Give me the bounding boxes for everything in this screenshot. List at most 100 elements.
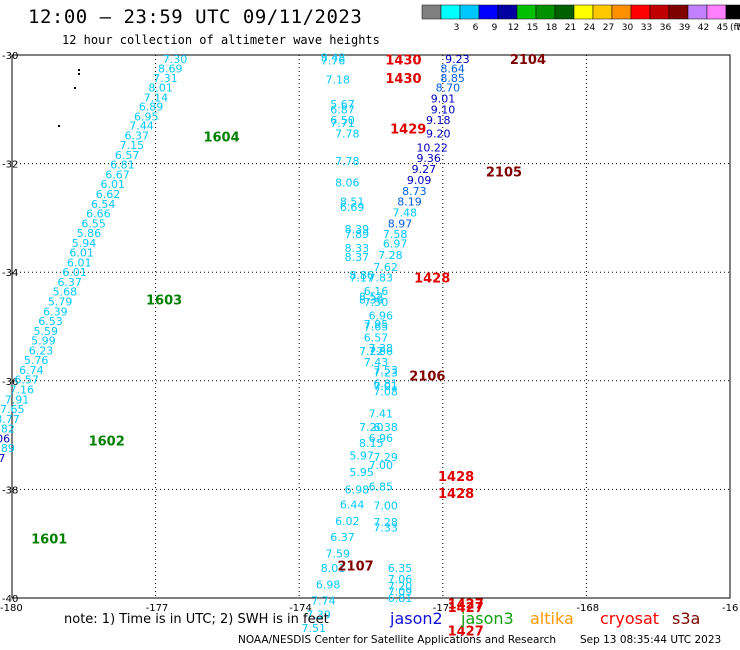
y-tick-label: -34	[2, 268, 18, 279]
colorbar-swatch	[497, 4, 518, 20]
jason3-wave-height: 6.66	[86, 208, 111, 221]
s3a-wave-height: 6.57	[364, 331, 389, 344]
units-note: note: 1) Time is in UTC; 2) SWH is in fe…	[64, 612, 329, 627]
x-tick-label: -177	[146, 603, 169, 614]
s3a-wave-height: 8.85	[440, 72, 465, 85]
colorbar-label: 9	[492, 23, 498, 33]
s3a-wave-height: 7.29	[373, 451, 398, 464]
cryosat-wave-height: 6.44	[340, 499, 365, 512]
colorbar-label: 33	[641, 23, 652, 33]
s3a-wave-height: 8.97	[388, 217, 413, 230]
cryosat-time-label: 1427	[448, 601, 484, 616]
cryosat-wave-height: 7.23	[373, 367, 398, 380]
x-tick-label: -16	[722, 603, 738, 614]
s3a-wave-height: 7.09	[388, 585, 413, 598]
jason3-wave-height: 7.65	[0, 403, 25, 416]
jason3-wave-height: 8.82	[0, 423, 15, 436]
colorbar-swatch	[573, 4, 594, 20]
colorbar-swatch	[459, 4, 480, 20]
cryosat-wave-height: 6.02	[335, 515, 360, 528]
colorbar-label: 39	[679, 23, 691, 33]
cryosat-wave-height: 8.15	[359, 437, 384, 450]
jason3-wave-height: 8.77	[0, 413, 20, 426]
cryosat-wave-height: 7.17	[349, 272, 374, 285]
cryosat-wave-height: 6.98	[316, 578, 341, 591]
colorbar-label: 12	[508, 23, 519, 33]
colorbar-swatch	[421, 4, 442, 20]
cryosat-wave-height: 8.06	[335, 177, 360, 190]
cryosat-wave-height: 7.20	[359, 421, 384, 434]
credit-text: NOAA/NESDIS Center for Satellite Applica…	[238, 634, 556, 646]
s3a-wave-height: 6.81	[388, 592, 413, 605]
x-tick-label: -180	[0, 603, 23, 614]
s3a-wave-height: 6.35	[388, 562, 413, 575]
jason3-wave-height: 6.95	[134, 110, 159, 123]
jason3-wave-height: 9.50	[0, 462, 1, 475]
s3a-wave-height: 7.58	[383, 228, 408, 241]
s3a-time-label: 2107	[337, 559, 373, 574]
cryosat-time-label: 1428	[438, 487, 474, 502]
cryosat-wave-height: 7.59	[325, 547, 350, 560]
jason3-wave-height: 7.16	[10, 383, 35, 396]
cryosat-wave-height: 7.78	[335, 155, 360, 168]
cryosat-wave-height: 6.50	[330, 114, 355, 127]
s3a-time-label: 2106	[409, 369, 445, 384]
colorbar-swatch	[592, 4, 613, 20]
colorbar-label: 45	[717, 23, 728, 33]
cryosat-wave-height: 8.48	[321, 52, 346, 65]
cryosat-time-label: 1430	[385, 72, 421, 87]
jason3-wave-height: 6.89	[139, 101, 164, 114]
colorbar-label: 24	[584, 23, 596, 33]
cryosat-wave-height: 5.97	[349, 450, 374, 463]
jason3-wave-height: 6.53	[38, 315, 63, 328]
cryosat-wave-height: 7.89	[345, 228, 370, 241]
jason3-wave-height: 6.74	[19, 364, 44, 377]
legend-s3a: s3a	[672, 609, 701, 628]
cryosat-wave-height: 5.67	[330, 98, 355, 111]
cryosat-wave-height: 7.41	[369, 407, 394, 420]
jason3-wave-height: 7.44	[129, 120, 154, 133]
jason3-wave-height: 5.68	[53, 286, 78, 299]
jason3-wave-height: 6.39	[43, 305, 68, 318]
s3a-wave-height: 9.27	[412, 163, 437, 176]
cryosat-wave-height: 8.33	[345, 242, 370, 255]
jason3-wave-height: 6.81	[110, 159, 134, 172]
jason3-wave-height: 8.69	[158, 63, 183, 76]
colorbar-label: 18	[546, 23, 558, 33]
s3a-wave-height: 7.62	[373, 261, 398, 274]
generated-timestamp: Sep 13 08:35:44 UTC 2023	[580, 634, 722, 646]
cryosat-wave-height: 7.76	[321, 54, 346, 67]
s3a-wave-height: 6.38	[373, 421, 398, 434]
cryosat-wave-height: 7.66	[369, 345, 394, 358]
cryosat-time-label: 1427	[448, 625, 484, 640]
cryosat-wave-height: 8.51	[340, 196, 365, 209]
jason3-time-label: 1602	[89, 435, 125, 450]
s3a-time-label: 2105	[486, 166, 522, 181]
jason3-wave-height: 7.15	[120, 139, 144, 152]
s3a-wave-height: 9.18	[426, 114, 451, 127]
cryosat-wave-height: 7.65	[364, 321, 389, 334]
cryosat-wave-height: 8.52	[359, 291, 384, 304]
s3a-wave-height: 7.00	[373, 500, 398, 513]
jason3-time-label: 1603	[146, 293, 182, 308]
marker-dot	[78, 69, 80, 71]
cryosat-time-label: 1429	[390, 122, 426, 137]
s3a-wave-height: 7.28	[373, 516, 398, 529]
colorbar-swatch	[668, 4, 689, 20]
s3a-wave-height: 6.85	[369, 481, 394, 494]
colorbar-unit: (ft)	[730, 23, 740, 33]
jason3-wave-height: 6.37	[57, 276, 82, 289]
x-tick-label: -174	[289, 603, 312, 614]
s3a-wave-height: 7.22	[359, 345, 384, 358]
plot-frame	[11, 54, 731, 599]
jason3-wave-height: 9.06	[0, 432, 10, 445]
colorbar-swatch	[611, 4, 632, 20]
s3a-wave-height: 9.20	[426, 128, 451, 141]
jason3-wave-height: 6.37	[124, 129, 149, 142]
colorbar-swatch	[649, 4, 670, 20]
cryosat-wave-height: 7.39	[306, 608, 331, 621]
cryosat-wave-height: 6.69	[340, 201, 365, 214]
colorbar-swatch	[478, 4, 499, 20]
s3a-wave-height: 7.20	[388, 580, 413, 593]
